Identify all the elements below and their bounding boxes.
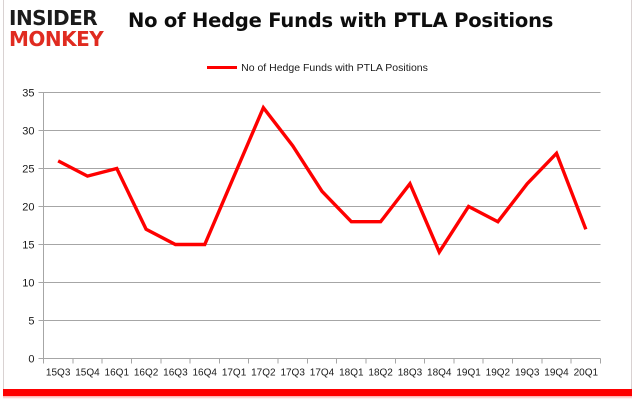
- y-axis-tick-label: 25: [22, 164, 34, 176]
- x-axis-tick-label: 16Q2: [134, 368, 159, 379]
- x-axis-tick-label: 20Q1: [574, 368, 599, 379]
- x-axis-tick-label: 17Q4: [310, 368, 335, 379]
- page-title: No of Hedge Funds with PTLA Positions: [128, 9, 554, 32]
- logo-text-insider: INSIDER: [9, 6, 98, 30]
- legend-item-label: No of Hedge Funds with PTLA Positions: [241, 61, 428, 74]
- x-axis-tick-label: 18Q2: [368, 368, 393, 379]
- legend-item: No of Hedge Funds with PTLA Positions: [207, 62, 428, 74]
- x-axis-tick-label: 18Q4: [427, 368, 452, 379]
- y-axis-tick-label: 10: [22, 278, 34, 290]
- legend-color-swatch: [207, 66, 238, 69]
- x-axis-tick-label: 17Q3: [280, 368, 305, 379]
- bottom-accent-bar: [3, 389, 632, 396]
- x-axis-tick-label: 19Q4: [544, 368, 569, 379]
- y-axis-tick-label: 20: [22, 202, 34, 214]
- x-axis-tick-label: 16Q4: [193, 368, 218, 379]
- y-axis-tick-label: 15: [22, 240, 34, 252]
- chart-legend: No of Hedge Funds with PTLA Positions: [0, 56, 635, 74]
- chart-plot-area: 0 5 10 15 20 25 30 35 15Q3 15Q4 16Q1 16Q2 16Q3 16Q4 1…: [22, 88, 601, 379]
- data-series-line: [57, 104, 588, 256]
- x-axis-tick-label: 19Q3: [515, 368, 540, 379]
- x-axis-tick-label: 15Q3: [46, 368, 71, 379]
- insider-monkey-logo: INSIDER MONKEY: [9, 8, 121, 52]
- x-axis-tick-label: 19Q1: [456, 368, 481, 379]
- x-axis-labels: 15Q3 15Q4 16Q1 16Q2 16Q3 16Q4 17Q1 17Q2 17Q3 17Q4…: [43, 358, 601, 379]
- gridlines: [43, 92, 601, 359]
- x-axis-tick-label: 18Q1: [339, 368, 364, 379]
- logo-text-monkey: MONKEY: [9, 27, 104, 51]
- x-axis-tick-label: 16Q3: [163, 368, 188, 379]
- y-axis-tick-label: 35: [22, 88, 34, 100]
- x-axis-tick-label: 18Q3: [398, 368, 423, 379]
- x-axis-tick-label: 19Q2: [486, 368, 511, 379]
- x-axis-tick-label: 17Q1: [222, 368, 247, 379]
- x-axis-tick-label: 15Q4: [75, 368, 100, 379]
- y-axis-tick-label: 5: [28, 316, 34, 328]
- bottom-accent-shadow: [3, 396, 632, 399]
- x-axis-tick-label: 16Q1: [105, 368, 130, 379]
- y-axis-tick-label: 0: [28, 354, 34, 366]
- y-axis-labels: 0 5 10 15 20 25 30 35: [22, 88, 44, 366]
- page-frame: [3, 0, 632, 393]
- y-axis-tick-label: 30: [22, 126, 34, 138]
- x-axis-tick-label: 17Q2: [251, 368, 276, 379]
